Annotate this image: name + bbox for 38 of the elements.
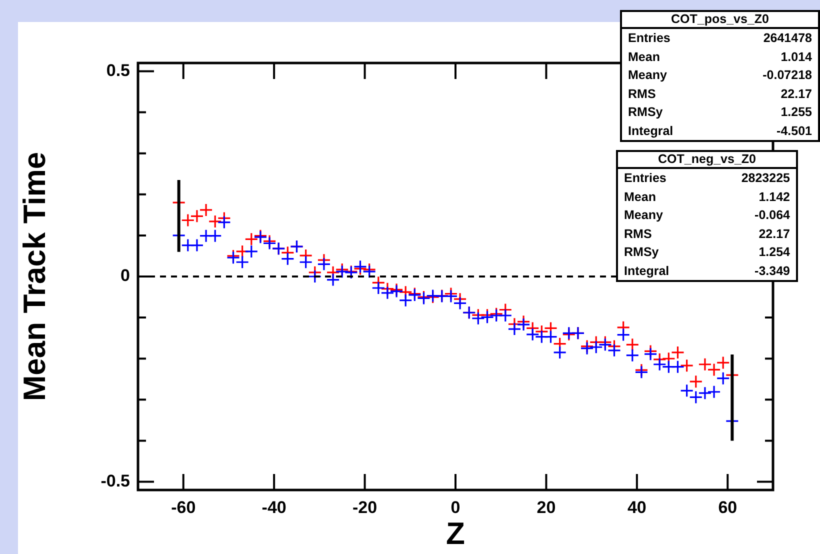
- y-tick-label: 0: [120, 266, 130, 286]
- x-tick-label: -60: [171, 498, 196, 517]
- annotation: -0.064: [754, 207, 790, 224]
- annotation: 1.142: [758, 188, 790, 206]
- x-tick-label: 40: [627, 498, 646, 517]
- x-axis-title: Z: [446, 516, 466, 551]
- text: COT_pos_vs_Z0: [622, 12, 818, 29]
- x-tick-label: 0: [450, 498, 460, 517]
- y-tick-label: -0.5: [100, 471, 130, 490]
- x-tick-label: -20: [352, 498, 378, 517]
- x-tick-label: 60: [718, 498, 738, 517]
- annotation: 1.254: [758, 244, 790, 261]
- text: 1.255: [780, 104, 812, 121]
- annotation: 22.17: [758, 226, 790, 242]
- text: Entries: [628, 30, 670, 47]
- text: -4.501: [776, 122, 812, 140]
- text: 2641478: [763, 30, 812, 47]
- text: 1.014: [780, 48, 812, 66]
- annotation: RMS: [628, 86, 656, 102]
- annotation: Meany: [628, 67, 667, 84]
- annotation: Integral: [628, 122, 674, 140]
- annotation: Meany: [624, 207, 663, 224]
- annotation: RMSy: [624, 244, 659, 261]
- annotation: COT_neg_vs_Z0: [618, 152, 796, 169]
- y-axis-title: Mean Track Time: [17, 152, 52, 402]
- annotation: -0.07218: [762, 67, 812, 84]
- annotation: -3.349: [754, 262, 790, 280]
- annotation: RMSy: [628, 104, 663, 121]
- y-tick-label: 0.5: [106, 60, 130, 80]
- x-tick-label: 20: [536, 498, 556, 517]
- annotation: Mean: [628, 48, 660, 66]
- text: 22.17: [780, 86, 812, 102]
- annotation: RMS: [624, 226, 652, 242]
- annotation: Entries: [624, 170, 666, 187]
- annotation: Mean: [624, 188, 656, 206]
- x-tick-label: -40: [262, 498, 286, 517]
- annotation: Integral: [624, 262, 670, 280]
- annotation: 2823225: [741, 170, 790, 187]
